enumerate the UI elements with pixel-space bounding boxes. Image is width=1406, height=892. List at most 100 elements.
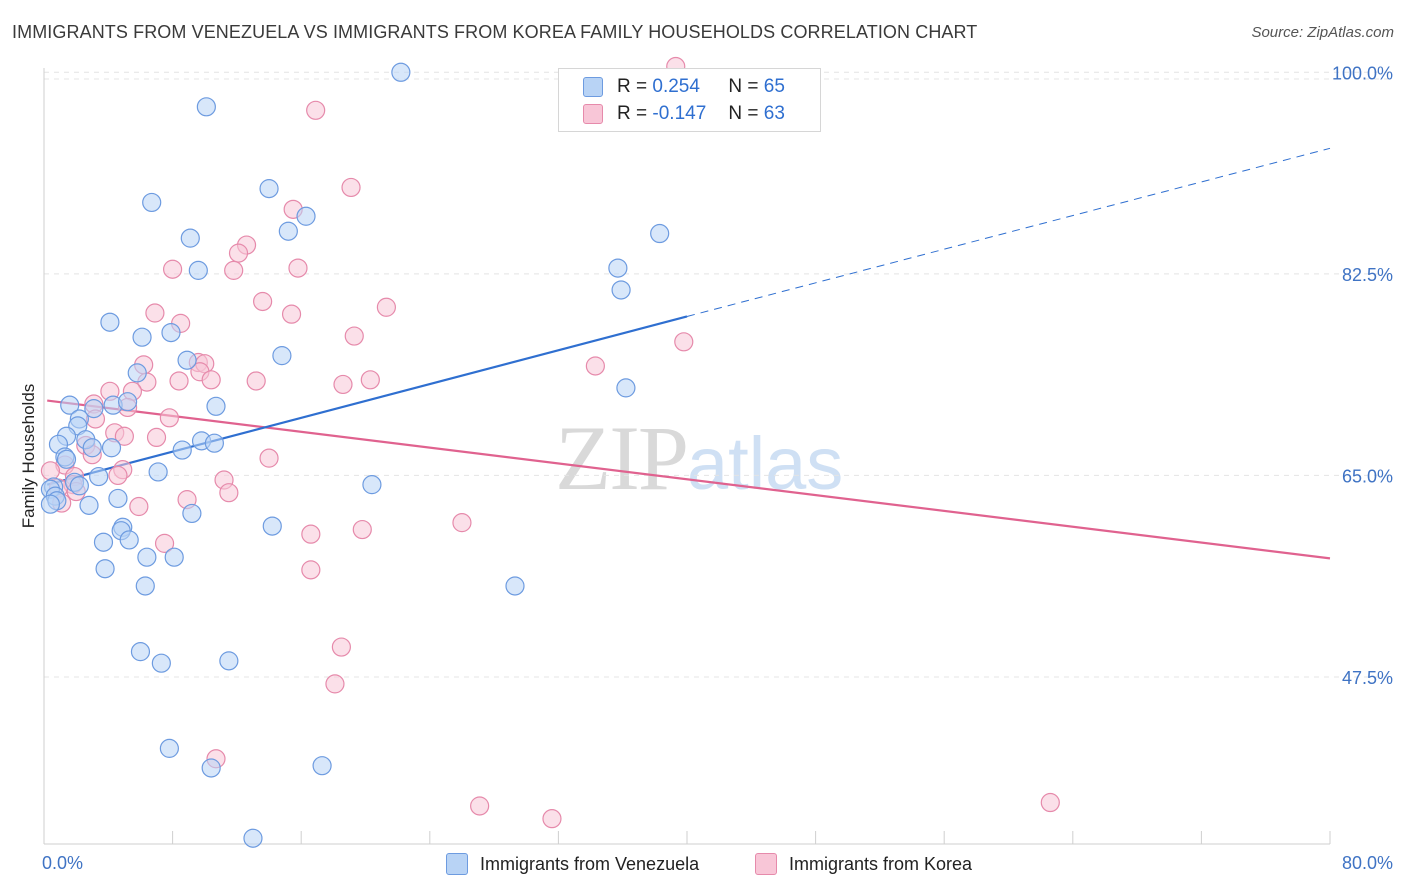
korea-point-52 [453, 514, 471, 532]
venezuela-point-20 [119, 393, 137, 411]
venezuela-point-0 [392, 63, 410, 81]
korea-point-15 [675, 333, 693, 351]
korea-point-58 [326, 675, 344, 693]
korea-point-21 [202, 371, 220, 389]
venezuela-point-36 [90, 468, 108, 486]
bottom-legend-label-korea: Immigrants from Korea [789, 854, 972, 875]
legend-r-label: R = [617, 103, 647, 125]
y-tick-label-1: 65.0% [1342, 466, 1393, 486]
venezuela-point-53 [138, 548, 156, 566]
venezuela-point-35 [149, 463, 167, 481]
trend-line-korea [47, 401, 1330, 559]
venezuela-point-3 [260, 180, 278, 198]
venezuela-point-55 [96, 560, 114, 578]
legend-n-label: N = [728, 76, 758, 98]
x-ticks [173, 831, 1330, 844]
venezuela-point-13 [133, 328, 151, 346]
korea-point-38 [260, 449, 278, 467]
bottom-legend-venezuela: Immigrants from Venezuela [446, 852, 699, 876]
legend-r-value-korea: -0.147 [652, 103, 728, 125]
venezuela-point-5 [279, 222, 297, 240]
legend: R = 0.254 N = 65 R = -0.147 N = 63 [558, 68, 821, 132]
korea-point-48 [220, 484, 238, 502]
korea-point-11 [283, 305, 301, 323]
legend-n-label: N = [728, 103, 758, 125]
korea-point-12 [377, 298, 395, 316]
legend-swatch-venezuela [583, 77, 603, 97]
venezuela-point-21 [207, 397, 225, 415]
venezuela-point-54 [165, 548, 183, 566]
korea-point-10 [146, 304, 164, 322]
legend-row-korea: R = -0.147 N = 63 [583, 102, 785, 126]
venezuela-point-48 [263, 517, 281, 535]
y-tick-label-3: 100.0% [1332, 63, 1393, 83]
venezuela-point-17 [617, 379, 635, 397]
venezuela-point-57 [506, 577, 524, 595]
venezuela-point-9 [609, 259, 627, 277]
korea-point-6 [164, 260, 182, 278]
venezuela-point-4 [297, 207, 315, 225]
venezuela-point-52 [94, 533, 112, 551]
venezuela-point-58 [131, 643, 149, 661]
trend-line-venezuela-extension [687, 148, 1330, 316]
venezuela-point-32 [173, 441, 191, 459]
korea-point-2 [342, 178, 360, 196]
venezuela-point-39 [363, 476, 381, 494]
venezuela-point-6 [651, 225, 669, 243]
venezuela-point-1 [197, 98, 215, 116]
korea-point-62 [1041, 794, 1059, 812]
venezuela-point-61 [160, 739, 178, 757]
venezuela-point-60 [220, 652, 238, 670]
x-tick-label-max: 80.0% [1342, 853, 1393, 873]
venezuela-point-44 [41, 495, 59, 513]
legend-row-venezuela: R = 0.254 N = 65 [583, 75, 785, 99]
venezuela-point-59 [152, 654, 170, 672]
venezuela-point-31 [103, 439, 121, 457]
y-tick-label-0: 47.5% [1342, 668, 1393, 688]
bottom-legend-korea: Immigrants from Korea [755, 852, 972, 876]
korea-point-9 [254, 292, 272, 310]
axes [44, 68, 1330, 844]
legend-r-value-venezuela: 0.254 [652, 76, 728, 98]
venezuela-point-47 [183, 504, 201, 522]
trend-lines [47, 148, 1330, 558]
korea-point-42 [109, 466, 127, 484]
venezuela-point-16 [128, 364, 146, 382]
korea-point-1 [307, 101, 325, 119]
venezuela-point-38 [70, 477, 88, 495]
venezuela-point-51 [120, 531, 138, 549]
venezuela-point-30 [83, 439, 101, 457]
x-tick-label-min: 0.0% [42, 853, 83, 873]
korea-point-40 [41, 462, 59, 480]
korea-point-60 [471, 797, 489, 815]
y-tick-labels: 47.5% 65.0% 82.5% 100.0% [1332, 63, 1393, 688]
grid-lines [44, 72, 1392, 677]
y-tick-label-2: 82.5% [1342, 265, 1393, 285]
legend-r-label: R = [617, 76, 647, 98]
korea-point-61 [543, 810, 561, 828]
korea-point-50 [130, 498, 148, 516]
bottom-legend-swatch-venezuela [446, 853, 468, 875]
venezuela-point-12 [162, 324, 180, 342]
korea-point-32 [160, 409, 178, 427]
x-tick-labels: 0.0% 80.0% [42, 853, 1393, 873]
y-axis-label: Family Households [19, 384, 38, 529]
venezuela-point-34 [58, 450, 76, 468]
venezuela-point-62 [202, 759, 220, 777]
scatter-chart: 47.5% 65.0% 82.5% 100.0% 0.0% 80.0% Family H… [0, 0, 1406, 892]
venezuela-point-14 [178, 351, 196, 369]
korea-point-53 [353, 521, 371, 539]
korea-point-57 [332, 638, 350, 656]
korea-point-5 [230, 244, 248, 262]
korea-point-35 [148, 428, 166, 446]
venezuela-point-15 [273, 347, 291, 365]
venezuela-point-63 [313, 757, 331, 775]
venezuela-point-56 [136, 577, 154, 595]
bottom-legend-label-venezuela: Immigrants from Venezuela [480, 854, 699, 875]
venezuela-point-11 [101, 313, 119, 331]
korea-point-56 [302, 561, 320, 579]
venezuela-point-64 [244, 829, 262, 847]
korea-point-19 [586, 357, 604, 375]
korea-point-54 [302, 525, 320, 543]
korea-point-22 [170, 372, 188, 390]
